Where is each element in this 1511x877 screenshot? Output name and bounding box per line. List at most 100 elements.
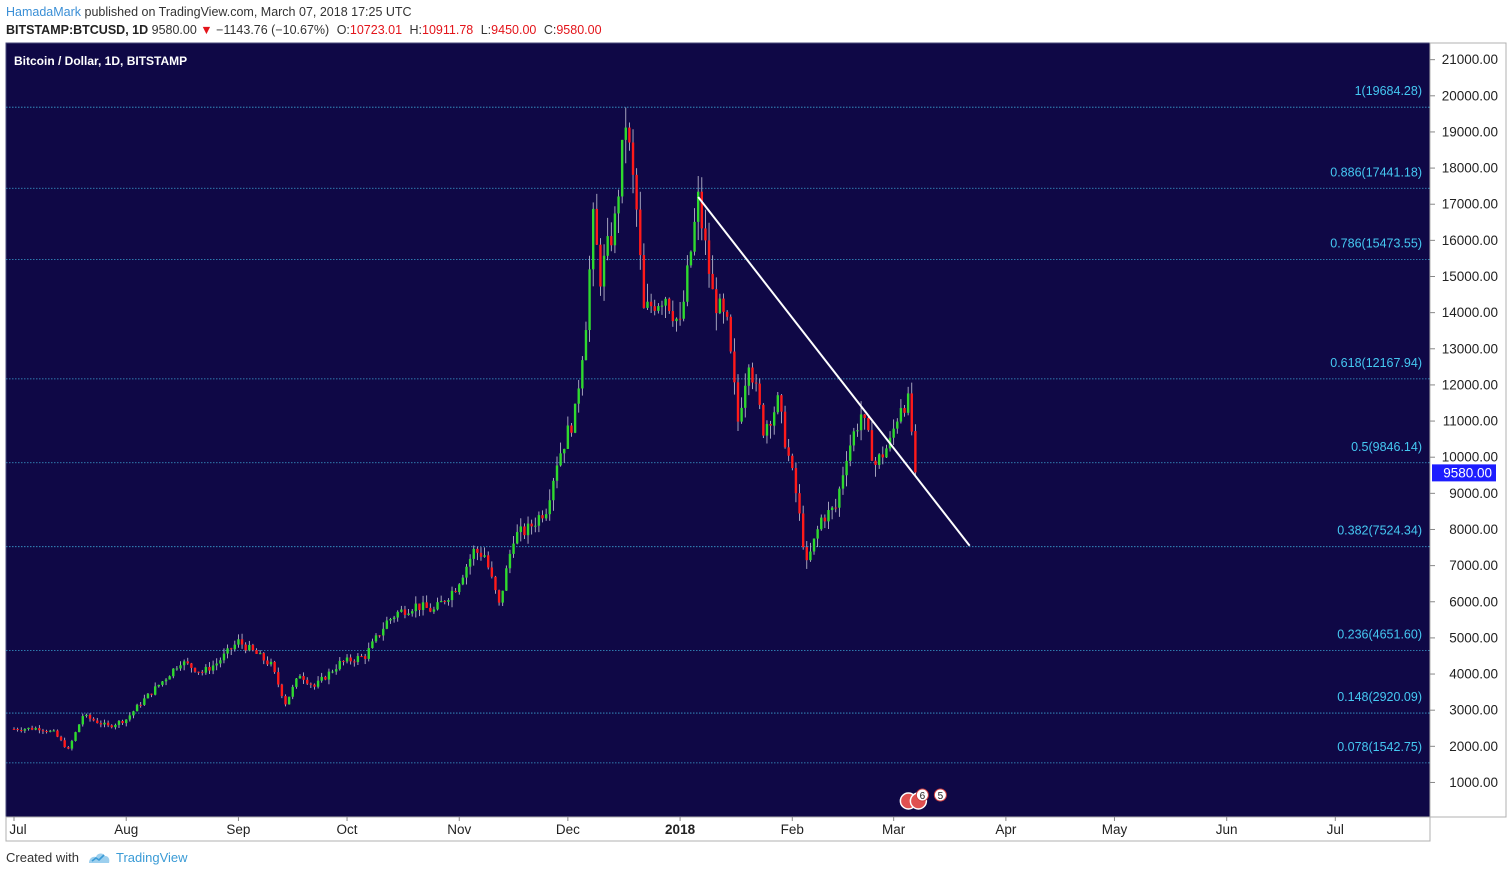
candle-up — [458, 584, 461, 593]
candle-down — [96, 720, 99, 724]
candle-up — [693, 221, 696, 252]
symbol-label: BITSTAMP:BTCUSD, 1D — [6, 23, 149, 37]
candle-down — [490, 567, 494, 577]
candle-down — [306, 679, 309, 684]
price-tick-label: 16000.00 — [1442, 233, 1498, 248]
price-axis[interactable] — [1429, 42, 1507, 818]
candle-up — [519, 526, 522, 533]
time-tick-label: Jun — [1216, 822, 1238, 837]
candle-down — [251, 644, 255, 651]
candle-down — [903, 408, 906, 413]
time-tick-label: Mar — [882, 822, 906, 837]
candle-up — [385, 620, 389, 629]
candle-up — [258, 653, 262, 655]
candle-up — [816, 529, 819, 539]
candle-up — [559, 453, 562, 466]
price-tick-label: 20000.00 — [1442, 88, 1498, 103]
candle-up — [74, 732, 77, 741]
author-link[interactable]: HamadaMark — [6, 5, 82, 19]
candle-up — [432, 609, 436, 612]
candle-down — [823, 517, 827, 522]
candle-down — [45, 731, 48, 733]
candle-up — [331, 671, 334, 673]
candle-down — [309, 683, 313, 685]
candle-down — [56, 730, 59, 737]
candle-up — [534, 525, 537, 527]
plot-area[interactable] — [5, 42, 1431, 818]
fib-level-label: 0.618(12167.94) — [1330, 356, 1422, 370]
price-tick-label: 13000.00 — [1442, 341, 1498, 356]
price-tick-label: 7000.00 — [1449, 558, 1498, 573]
candle-up — [852, 431, 856, 446]
candle-down — [834, 507, 837, 509]
candle-down — [733, 351, 736, 383]
time-tick-label: Jul — [1327, 822, 1344, 837]
candle-up — [161, 681, 164, 685]
candle-up — [411, 611, 414, 614]
down-arrow-icon: ▼ — [200, 23, 213, 37]
tradingview-brand: TradingView — [115, 850, 188, 865]
candle-up — [602, 255, 606, 287]
price-tick-label: 14000.00 — [1442, 305, 1498, 320]
candle-up — [215, 663, 218, 666]
fib-level-label: 1(19684.28) — [1355, 84, 1422, 98]
candle-up — [573, 403, 577, 433]
price-tick-label: 17000.00 — [1442, 197, 1498, 212]
candle-down — [443, 601, 446, 603]
candle-up — [204, 666, 208, 673]
candle-down — [190, 663, 193, 668]
candle-up — [906, 393, 910, 413]
candle-up — [168, 676, 171, 680]
candle-down — [425, 602, 428, 608]
candle-down — [59, 736, 63, 741]
candle-down — [762, 404, 765, 436]
candle-up — [581, 360, 584, 389]
candle-up — [172, 668, 175, 677]
candle-up — [70, 740, 74, 749]
candle-up — [414, 603, 418, 612]
candle-up — [747, 367, 751, 386]
candle-down — [628, 127, 631, 143]
candle-down — [244, 644, 247, 651]
candle-up — [269, 661, 273, 665]
tradingview-link[interactable]: TradingView — [87, 850, 188, 865]
fibonacci-levels: 1(19684.28) 0.886(17441.18) 0.786(15473.55… — [6, 84, 1430, 764]
candle-down — [541, 515, 544, 519]
trendline[interactable] — [697, 196, 971, 547]
candle-up — [588, 269, 591, 331]
candle-up — [77, 724, 81, 733]
event-count-label: 5 — [938, 791, 944, 802]
close-value: 9580.00 — [556, 23, 602, 37]
candle-down — [324, 676, 327, 680]
candle-down — [783, 411, 787, 448]
fib-level-label: 0.148(2920.09) — [1337, 690, 1422, 704]
candle-up — [389, 618, 392, 621]
price-tick-label: 11000.00 — [1443, 414, 1498, 429]
candle-up — [501, 590, 504, 603]
candle-down — [12, 728, 16, 730]
candle-down — [863, 414, 866, 419]
candle-up — [182, 661, 186, 666]
candle-up — [219, 660, 222, 664]
candles — [12, 107, 917, 751]
candle-up — [827, 510, 830, 522]
price-ticks: 21000.00 20000.00 19000.00 18000.00 17000.00… — [1430, 52, 1498, 790]
price-tick-label: 12000.00 — [1442, 377, 1498, 392]
candle-up — [295, 678, 298, 687]
trendline-group[interactable] — [697, 196, 971, 547]
time-axis[interactable] — [5, 816, 1431, 842]
candle-up — [620, 139, 624, 197]
candle-down — [794, 468, 798, 494]
candle-up — [859, 414, 863, 431]
candle-down — [266, 660, 269, 665]
candle-down — [649, 301, 653, 307]
candle-up — [382, 628, 385, 636]
price-tick-label: 10000.00 — [1442, 450, 1498, 465]
high-value: 10911.78 — [422, 23, 474, 37]
candle-down — [360, 656, 363, 658]
candle-down — [870, 430, 874, 461]
candle-down — [736, 382, 740, 422]
high-label: H: — [409, 23, 423, 37]
